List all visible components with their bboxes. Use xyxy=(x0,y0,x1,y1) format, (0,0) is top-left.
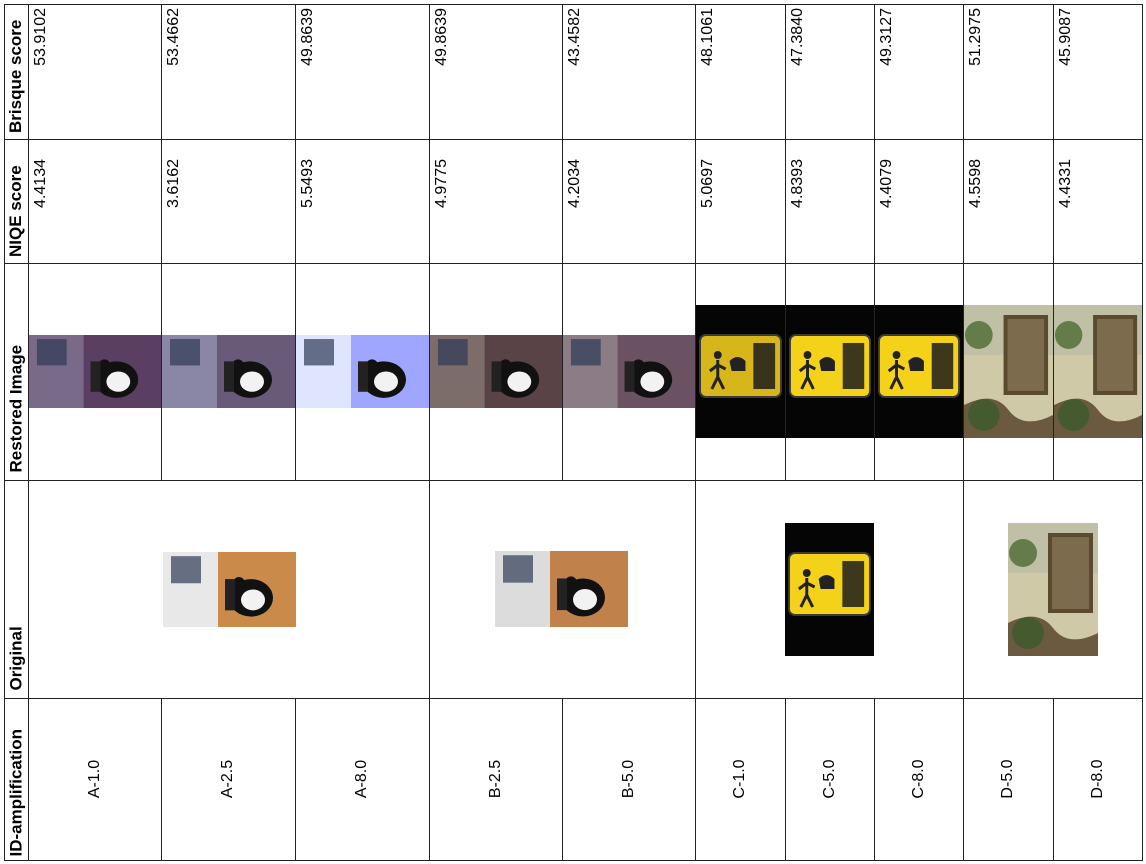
id-amplification-label: A-2.5 xyxy=(219,759,236,799)
restored-image-cat xyxy=(29,335,161,408)
id-amplification-label: C-8.0 xyxy=(909,759,927,799)
niqe-score: 4.4331 xyxy=(1057,159,1074,208)
grid-vline xyxy=(28,4,29,860)
id-amplification-label: D-5.0 xyxy=(999,759,1016,799)
brisque-score: 53.4662 xyxy=(165,8,182,66)
id-amplification-label: B-2.5 xyxy=(486,759,504,799)
brisque-score: 47.3840 xyxy=(789,8,806,66)
niqe-score: 4.5598 xyxy=(967,159,984,208)
grid-hline xyxy=(4,698,1143,699)
restored-image-garden xyxy=(1054,305,1142,438)
grid-hline xyxy=(4,263,1143,264)
original-image-cat-a xyxy=(163,552,296,627)
brisque-score: 53.9102 xyxy=(32,8,49,66)
original-header: Original xyxy=(6,625,25,690)
grid-hline xyxy=(4,4,1143,5)
grid-vline xyxy=(963,4,964,860)
restored-image-garden xyxy=(964,305,1053,438)
grid-vline xyxy=(1142,4,1143,861)
grid-vline xyxy=(874,4,875,480)
restored-image-cat xyxy=(162,335,295,408)
niqe-score: 3.6162 xyxy=(165,159,182,208)
brisque-score: 43.4582 xyxy=(566,8,583,66)
grid-vline xyxy=(785,4,786,480)
niqe-score: 5.5493 xyxy=(299,159,316,208)
grid-vline xyxy=(1053,698,1054,860)
brisque-score: 49.3127 xyxy=(878,8,895,66)
grid-vline xyxy=(429,4,430,860)
grid-vline xyxy=(695,4,696,860)
grid-hline xyxy=(4,480,1143,481)
original-image-garden xyxy=(1008,523,1098,656)
brisque-score: 49.8639 xyxy=(433,8,450,66)
grid-vline xyxy=(562,4,563,480)
id-amplification-label: A-8.0 xyxy=(353,759,370,799)
brisque-score: 48.1061 xyxy=(699,8,716,66)
niqe-score: 4.4134 xyxy=(32,159,49,208)
brisque-score: 49.8639 xyxy=(299,8,316,66)
id-amplification-label: B-5.0 xyxy=(619,759,637,799)
grid-vline xyxy=(4,4,5,861)
restored-image-sign xyxy=(786,305,874,438)
grid-hline xyxy=(4,139,1143,140)
restored-image-sign xyxy=(875,305,963,438)
id-amplification-label: C-1.0 xyxy=(731,759,748,799)
brisque-score: 51.2975 xyxy=(967,8,984,66)
restored-image-cat xyxy=(563,335,695,408)
id-amplification-label: D-8.0 xyxy=(1088,759,1106,799)
restored-image-cat xyxy=(296,335,429,408)
grid-vline xyxy=(161,4,162,480)
brisque-header: Brisque score xyxy=(6,19,25,133)
grid-vline xyxy=(295,698,296,860)
restored-header: Restored Image xyxy=(6,344,25,472)
niqe-header: NIQE score xyxy=(6,165,25,257)
niqe-score: 4.9775 xyxy=(433,159,450,208)
original-image-sign xyxy=(785,523,874,656)
grid-vline xyxy=(562,698,563,860)
niqe-score: 4.4079 xyxy=(878,159,895,208)
niqe-score: 5.0697 xyxy=(699,159,716,208)
restored-image-sign xyxy=(696,305,785,438)
restored-image-cat xyxy=(430,335,562,408)
grid-vline xyxy=(295,4,296,480)
brisque-score: 45.9087 xyxy=(1057,8,1074,66)
niqe-score: 4.2034 xyxy=(566,159,583,208)
grid-vline xyxy=(874,698,875,860)
id-amplification-label: A-1.0 xyxy=(85,759,103,799)
id-amplification-label: C-5.0 xyxy=(820,759,838,799)
grid-vline xyxy=(161,698,162,860)
grid-hline xyxy=(4,860,1143,861)
niqe-score: 4.8393 xyxy=(789,159,806,208)
grid-vline xyxy=(1053,4,1054,480)
id-header: ID-amplification xyxy=(6,728,25,856)
grid-vline xyxy=(785,698,786,860)
original-image-cat-b xyxy=(495,551,628,627)
